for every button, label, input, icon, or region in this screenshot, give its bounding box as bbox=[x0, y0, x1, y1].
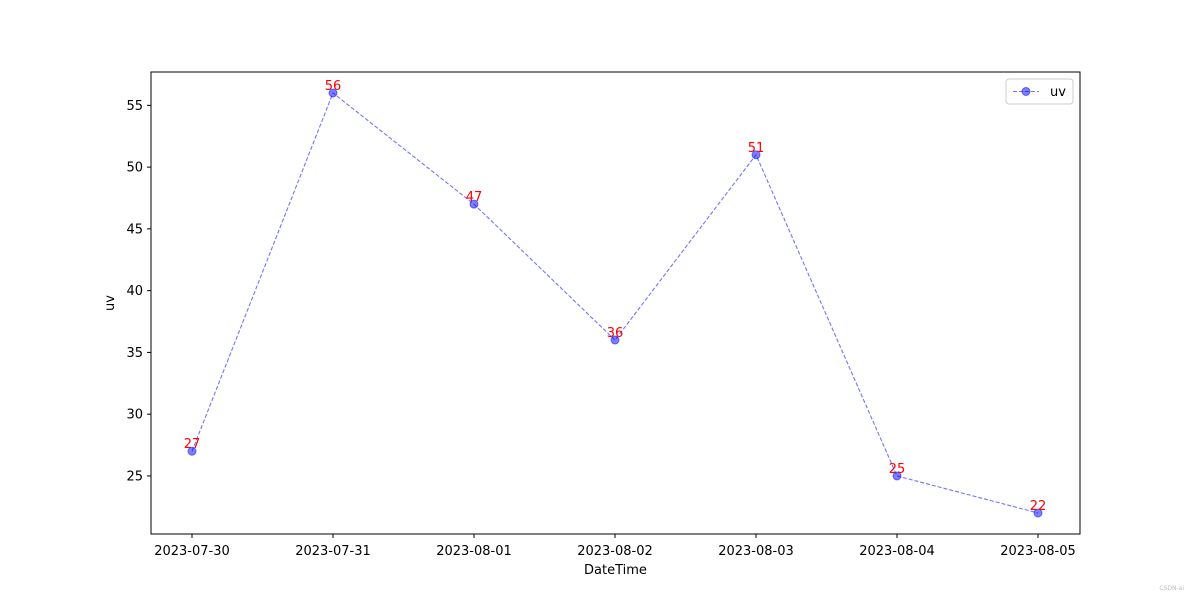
x-tick-label: 2023-08-02 bbox=[577, 544, 653, 559]
data-point bbox=[610, 335, 620, 345]
y-tick-label: 40 bbox=[126, 284, 143, 299]
data-point bbox=[187, 446, 197, 456]
data-label: 25 bbox=[889, 462, 906, 477]
x-tick-label: 2023-08-01 bbox=[436, 544, 512, 559]
data-point bbox=[892, 471, 902, 481]
plot-area bbox=[150, 71, 1081, 535]
y-tick-label: 30 bbox=[126, 408, 143, 423]
y-axis: 25 30 35 40 45 50 55 bbox=[126, 99, 151, 484]
watermark: CSDN-ai bbox=[1159, 585, 1184, 592]
series-uv bbox=[187, 88, 1043, 518]
data-point bbox=[1033, 508, 1043, 518]
y-tick-label: 50 bbox=[126, 161, 143, 176]
data-label: 22 bbox=[1030, 499, 1047, 514]
data-labels: 27 56 47 36 51 25 22 bbox=[184, 79, 1047, 514]
x-tick-label: 2023-08-03 bbox=[718, 544, 794, 559]
y-axis-label: uv bbox=[103, 295, 118, 311]
legend-entry-uv: uv bbox=[1050, 85, 1066, 100]
data-label: 27 bbox=[184, 437, 201, 452]
legend: uv bbox=[1005, 78, 1074, 105]
data-label: 56 bbox=[325, 79, 342, 94]
x-tick-label: 2023-07-30 bbox=[154, 544, 230, 559]
y-tick-label: 45 bbox=[126, 222, 143, 237]
data-label: 51 bbox=[748, 141, 765, 156]
legend-box bbox=[1005, 78, 1074, 105]
legend-marker bbox=[1021, 87, 1031, 96]
data-point bbox=[469, 199, 479, 209]
x-axis-label: DateTime bbox=[584, 563, 647, 578]
y-tick-label: 35 bbox=[126, 346, 143, 361]
series-line bbox=[191, 92, 1039, 514]
x-axis: 2023-07-30 2023-07-31 2023-08-01 2023-08-02… bbox=[154, 534, 1076, 559]
y-tick-label: 25 bbox=[126, 469, 143, 484]
data-point bbox=[328, 88, 338, 98]
x-tick-label: 2023-08-04 bbox=[859, 544, 935, 559]
x-tick-label: 2023-08-05 bbox=[1000, 544, 1076, 559]
plot-frame bbox=[150, 71, 1081, 535]
data-label: 36 bbox=[607, 326, 624, 341]
x-tick-label: 2023-07-31 bbox=[295, 544, 371, 559]
data-label: 47 bbox=[466, 190, 483, 205]
y-tick-label: 55 bbox=[126, 99, 143, 114]
data-point bbox=[751, 150, 761, 160]
